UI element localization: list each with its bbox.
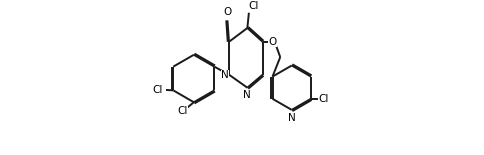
Text: N: N (242, 90, 250, 100)
Text: Cl: Cl (248, 1, 258, 11)
Text: O: O (223, 7, 231, 17)
Text: Cl: Cl (152, 85, 163, 95)
Text: N: N (221, 70, 229, 80)
Text: O: O (269, 37, 277, 47)
Text: Cl: Cl (177, 106, 187, 116)
Text: N: N (288, 113, 296, 122)
Text: Cl: Cl (319, 94, 329, 104)
